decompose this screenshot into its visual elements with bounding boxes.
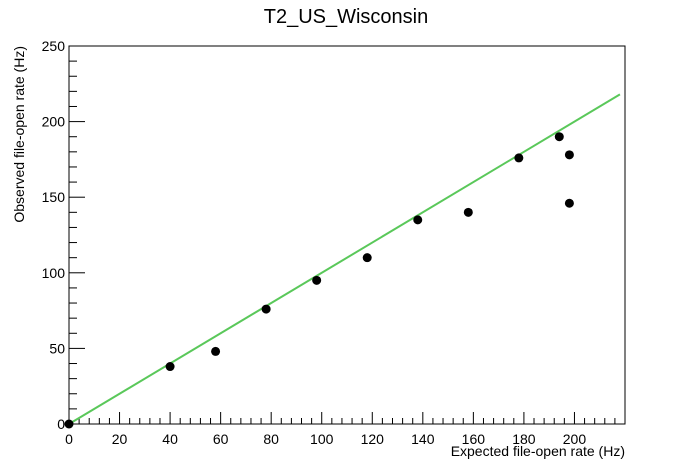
x-tick-label: 120 (361, 431, 385, 447)
data-point (165, 362, 175, 372)
plot-frame (68, 45, 626, 425)
data-point (64, 419, 74, 429)
x-tick-label: 0 (65, 431, 73, 447)
y-tick-label: 200 (42, 114, 66, 130)
x-tick-label: 140 (411, 431, 435, 447)
fit-line-layer (68, 93, 621, 425)
y-tick-label: 50 (49, 340, 65, 356)
x-tick-label: 80 (263, 431, 279, 447)
y-tick-label: 100 (42, 265, 66, 281)
fit-line (68, 93, 621, 425)
y-tick-label: 250 (42, 38, 66, 54)
axis-ticks (68, 45, 616, 425)
chart-title: T2_US_Wisconsin (264, 6, 429, 28)
x-tick-label: 60 (213, 431, 229, 447)
x-axis-label: Expected file-open rate (Hz) (451, 443, 625, 459)
y-tick-label: 0 (57, 416, 65, 432)
x-tick-label: 100 (310, 431, 334, 447)
y-axis-label: Observed file-open rate (Hz) (11, 46, 27, 223)
data-point (211, 346, 221, 356)
y-tick-label: 150 (42, 189, 66, 205)
data-point (413, 215, 423, 225)
data-point (312, 275, 322, 285)
data-points (64, 132, 574, 429)
x-tick-label: 20 (112, 431, 128, 447)
x-tick-label: 40 (162, 431, 178, 447)
data-point (554, 132, 564, 142)
data-point (362, 253, 372, 263)
x-tick-label: 200 (563, 431, 587, 447)
x-tick-label: 180 (512, 431, 536, 447)
data-point (564, 150, 574, 160)
data-point (261, 304, 271, 314)
data-point (564, 198, 574, 208)
data-point (463, 207, 473, 217)
x-tick-label: 160 (462, 431, 486, 447)
data-point (514, 153, 524, 163)
tick-labels: 0 20 40 60 80 100 120 140 160 180 200 0 50 100 150 200 2… (42, 38, 587, 447)
